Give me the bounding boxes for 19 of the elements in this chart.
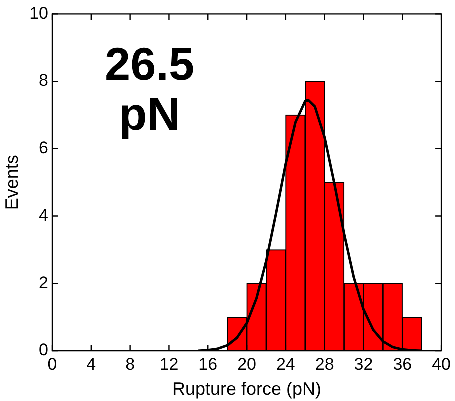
y-tick-label: 10 bbox=[30, 4, 49, 23]
x-tick-label: 12 bbox=[160, 354, 179, 374]
x-tick-label: 32 bbox=[354, 354, 374, 374]
x-axis-title: Rupture force (pN) bbox=[172, 379, 322, 400]
x-tick-label: 40 bbox=[432, 354, 452, 374]
y-tick-label: 2 bbox=[39, 273, 49, 292]
x-tick-label: 4 bbox=[86, 354, 96, 374]
x-tick-label: 36 bbox=[393, 354, 412, 374]
x-tick-label: 20 bbox=[238, 354, 256, 374]
y-tick-label: 0 bbox=[39, 340, 49, 360]
y-tick-label: 6 bbox=[39, 138, 49, 158]
x-tick-label: 28 bbox=[315, 354, 334, 374]
x-tick-label: 16 bbox=[198, 354, 218, 374]
annotation: 26.5 pN bbox=[105, 38, 195, 140]
x-tick-label: 8 bbox=[126, 354, 136, 374]
y-tick-label: 4 bbox=[39, 206, 49, 225]
x-tick-label: 24 bbox=[276, 354, 296, 374]
y-axis-title: Events bbox=[2, 155, 22, 210]
y-tick-label: 8 bbox=[39, 71, 49, 90]
